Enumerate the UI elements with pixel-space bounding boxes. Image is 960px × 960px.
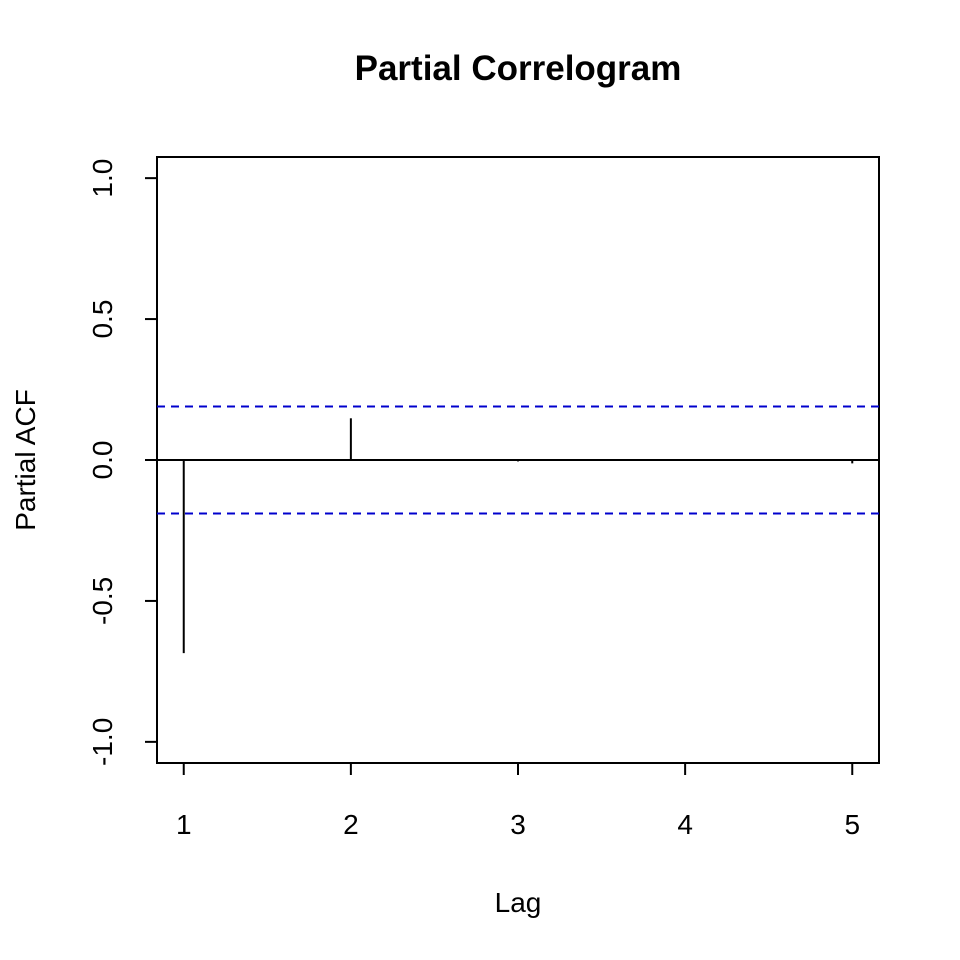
y-axis-label: Partial ACF — [10, 389, 41, 531]
x-tick-label: 3 — [510, 809, 526, 840]
x-tick-label: 5 — [844, 809, 860, 840]
x-axis: 1 2 3 4 5 — [176, 763, 860, 840]
y-tick-label: 0.0 — [87, 441, 118, 480]
pacf-spikes — [182, 418, 854, 654]
y-tick-label: -0.5 — [87, 577, 118, 625]
x-tick-label: 4 — [677, 809, 693, 840]
y-tick-label: 1.0 — [87, 159, 118, 198]
y-tick-label: -1.0 — [87, 718, 118, 766]
y-tick-label: 0.5 — [87, 300, 118, 339]
x-axis-label: Lag — [495, 887, 542, 918]
y-axis: -1.0 -0.5 0.0 0.5 1.0 — [87, 159, 157, 766]
x-tick-label: 2 — [343, 809, 359, 840]
chart-title: Partial Correlogram — [355, 49, 682, 88]
x-tick-label: 1 — [176, 809, 192, 840]
